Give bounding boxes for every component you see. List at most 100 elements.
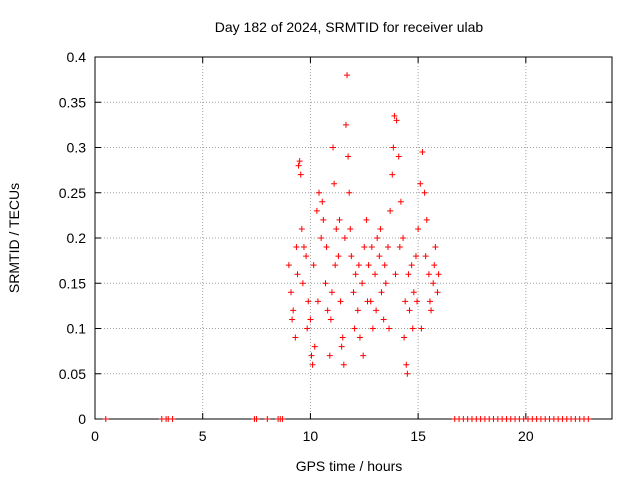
data-point — [316, 189, 323, 196]
data-point — [356, 334, 363, 341]
data-point — [297, 171, 304, 178]
data-point — [423, 216, 430, 223]
data-point — [264, 416, 271, 422]
data-point — [404, 370, 411, 377]
data-point — [309, 361, 316, 368]
data-point — [397, 198, 404, 205]
data-point — [401, 334, 408, 341]
data-point — [299, 280, 306, 287]
data-point — [421, 189, 428, 196]
data-point — [406, 307, 413, 314]
data-point — [324, 307, 331, 314]
y-tick-label: 0.15 — [59, 275, 86, 291]
data-point — [377, 225, 384, 232]
data-point — [395, 153, 402, 160]
data-point — [402, 298, 409, 305]
y-tick-label: 0.25 — [59, 185, 86, 201]
data-point — [355, 262, 362, 269]
data-point — [389, 171, 396, 178]
data-point — [384, 244, 391, 251]
data-point — [322, 280, 329, 287]
y-tick-label: 0.05 — [59, 366, 86, 382]
data-point — [374, 235, 381, 241]
data-point — [412, 253, 419, 260]
data-points — [102, 72, 592, 422]
y-tick-label: 0.1 — [67, 321, 87, 337]
data-point — [337, 298, 344, 305]
data-point — [340, 361, 347, 368]
data-point — [354, 307, 361, 314]
data-point — [418, 325, 425, 332]
chart-grid — [95, 57, 612, 419]
data-point — [359, 280, 366, 287]
data-point — [415, 225, 422, 232]
data-point — [300, 244, 307, 251]
x-axis-label: GPS time / hours — [296, 458, 403, 474]
data-point — [336, 216, 343, 223]
data-point — [292, 334, 299, 341]
y-axis-label: SRMTID / TECUs — [6, 183, 22, 293]
data-point — [298, 225, 305, 232]
data-point — [341, 235, 348, 241]
data-point — [435, 271, 442, 278]
data-point — [348, 253, 355, 260]
data-point — [585, 416, 592, 422]
data-point — [169, 416, 176, 422]
data-point — [313, 207, 320, 214]
data-point — [372, 271, 379, 278]
data-point — [296, 158, 303, 165]
x-tick-label: 20 — [518, 428, 534, 444]
data-point — [305, 298, 312, 305]
axis-ticks: 0 5 10 15 20 0 0.05 0.1 0.15 0.2 0.25 0.3 0.35 0.4 — [59, 49, 612, 444]
x-tick-label: 10 — [303, 428, 319, 444]
data-point — [102, 416, 109, 422]
data-point — [365, 262, 372, 269]
data-point — [430, 280, 437, 287]
data-point — [323, 244, 330, 251]
data-point — [295, 162, 302, 169]
data-point — [326, 352, 333, 359]
data-point — [318, 235, 325, 241]
data-point — [352, 271, 359, 278]
data-point — [403, 361, 410, 368]
x-tick-label: 15 — [410, 428, 426, 444]
data-point — [310, 262, 317, 269]
data-point — [319, 198, 326, 205]
data-point — [432, 244, 439, 251]
data-point — [387, 207, 394, 214]
data-point — [378, 289, 385, 296]
data-point — [426, 298, 433, 305]
data-point — [339, 334, 346, 341]
data-point — [303, 253, 310, 260]
data-point — [344, 72, 351, 79]
data-point — [327, 316, 334, 323]
data-point — [364, 298, 371, 305]
data-point — [351, 325, 358, 332]
data-point — [332, 262, 339, 269]
data-point — [392, 271, 399, 278]
data-point — [279, 416, 286, 422]
x-tick-label: 5 — [199, 428, 207, 444]
data-point — [333, 225, 340, 232]
x-tick-label: 0 — [91, 428, 99, 444]
data-point — [431, 262, 438, 269]
data-point — [345, 153, 352, 160]
data-point — [363, 216, 370, 223]
data-point — [419, 149, 426, 156]
y-tick-label: 0.2 — [67, 230, 87, 246]
data-point — [346, 189, 353, 196]
data-point — [342, 121, 349, 128]
chart-title: Day 182 of 2024, SRMTID for receiver ula… — [215, 19, 484, 35]
data-point — [396, 244, 403, 251]
data-point — [308, 352, 315, 359]
data-point — [382, 280, 389, 287]
y-tick-label: 0.4 — [67, 49, 87, 65]
y-tick-label: 0.3 — [67, 140, 87, 156]
data-point — [393, 117, 400, 124]
data-point — [414, 298, 421, 305]
data-point — [409, 325, 416, 332]
data-point — [368, 244, 375, 251]
data-point — [361, 244, 368, 251]
data-point — [422, 253, 429, 260]
